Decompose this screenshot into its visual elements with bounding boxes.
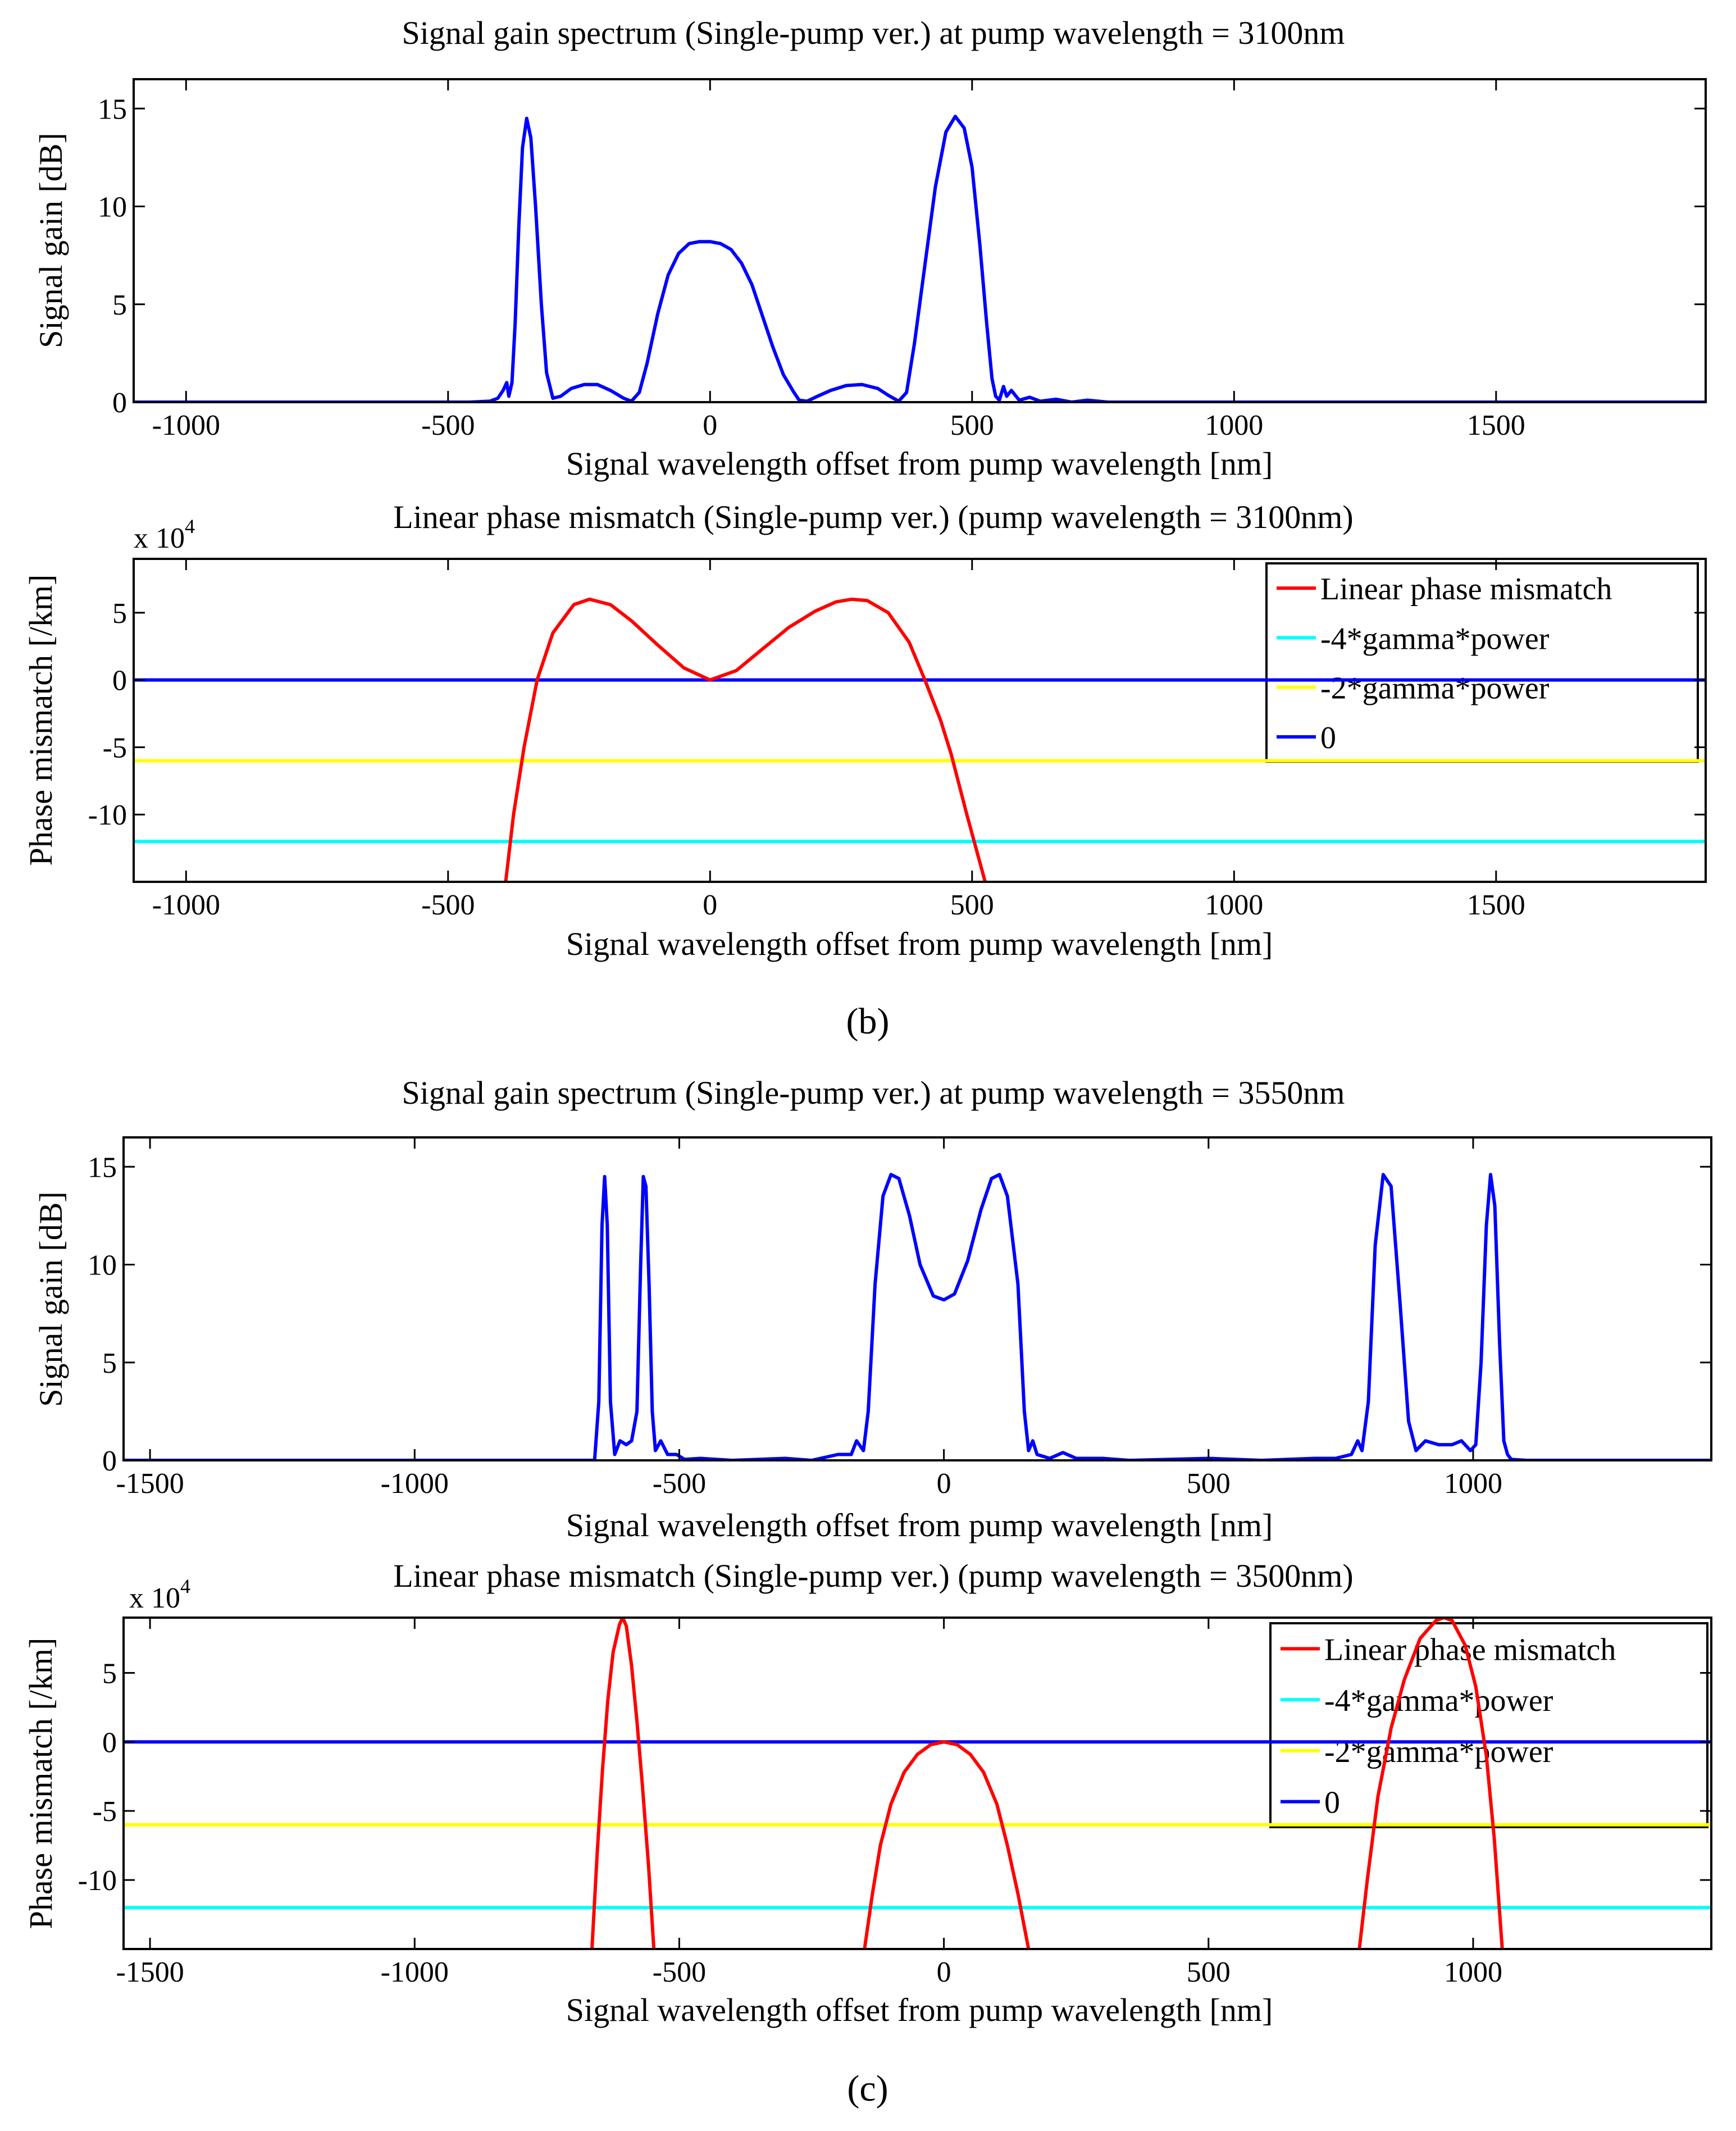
legend-label: -4*gamma*power <box>1320 621 1550 656</box>
y-tick-label: -5 <box>93 1796 117 1828</box>
chart-title: Signal gain spectrum (Single-pump ver.) … <box>402 15 1345 51</box>
chart-b-gain: Signal gain spectrum (Single-pump ver.) … <box>33 15 1707 482</box>
series-line-signal-gain <box>124 1173 1711 1460</box>
y-exponent-label: x 104 <box>134 515 195 554</box>
x-tick-label: 1000 <box>1205 889 1263 921</box>
x-axis-label: Signal wavelength offset from pump wavel… <box>566 445 1273 482</box>
x-tick-label: 500 <box>1187 1468 1231 1500</box>
x-axis-label: Signal wavelength offset from pump wavel… <box>566 1507 1273 1543</box>
x-tick-label: 500 <box>950 889 994 921</box>
chart-title: Linear phase mismatch (Single-pump ver.)… <box>393 499 1353 535</box>
legend-label: 0 <box>1320 721 1336 755</box>
x-tick-label: 1500 <box>1467 409 1525 441</box>
y-tick-label: 0 <box>102 1727 117 1759</box>
y-tick-label: -10 <box>88 799 127 831</box>
x-tick-label: 0 <box>937 1956 951 1988</box>
x-tick-label: -500 <box>653 1468 706 1500</box>
plot-area <box>134 115 1706 402</box>
x-tick-label: -1000 <box>381 1468 449 1500</box>
x-tick-label: 1000 <box>1205 409 1263 441</box>
y-tick-label: 15 <box>88 1151 117 1183</box>
y-tick-label: 15 <box>98 93 127 125</box>
x-tick-label: 1000 <box>1444 1956 1502 1988</box>
x-tick-label: 0 <box>703 409 717 441</box>
plot-area <box>124 1618 1711 1949</box>
x-tick-label: -1000 <box>152 889 220 921</box>
legend-box <box>1265 562 1699 763</box>
legend-label: Linear phase mismatch <box>1320 572 1612 607</box>
y-tick-label: -5 <box>103 732 127 764</box>
y-exponent-label: x 104 <box>129 1575 190 1614</box>
y-tick-label: 0 <box>102 1445 117 1477</box>
x-tick-label: 1500 <box>1467 889 1525 921</box>
legend: Linear phase mismatch -4*gamma*power -2*ga… <box>1265 562 1699 763</box>
x-tick-label: 500 <box>950 409 994 441</box>
series-line-linear-phase-mismatch <box>1357 1618 1504 1949</box>
y-tick-label: 5 <box>102 1347 117 1379</box>
plot-area <box>134 597 1706 882</box>
y-tick-label: 10 <box>88 1250 117 1282</box>
x-tick-label: -500 <box>653 1956 706 1988</box>
legend-label: -4*gamma*power <box>1324 1683 1553 1718</box>
y-axis-label: Phase mismatch [/km] <box>22 575 59 866</box>
caption-c: (c) <box>847 2068 888 2109</box>
chart-c-phase: Linear phase mismatch (Single-pump ver.)… <box>22 1558 1712 2028</box>
x-tick-label: 0 <box>703 889 717 921</box>
series-line-linear-phase-mismatch <box>504 597 987 882</box>
legend-label: 0 <box>1324 1786 1340 1820</box>
x-axis-label: Signal wavelength offset from pump wavel… <box>566 1992 1273 2028</box>
chart-title: Linear phase mismatch (Single-pump ver.)… <box>393 1558 1353 1594</box>
x-tick-label: -1000 <box>152 409 220 441</box>
x-tick-label: -1500 <box>116 1468 184 1500</box>
legend: Linear phase mismatch-4*gamma*power-2*ga… <box>1269 1622 1708 1828</box>
axes-frame <box>133 558 1707 883</box>
y-axis-label: Signal gain [dB] <box>33 133 69 348</box>
x-tick-label: 1000 <box>1444 1468 1502 1500</box>
caption-b: (b) <box>846 1001 890 1042</box>
x-tick-label: 0 <box>937 1468 951 1500</box>
legend-label: -2*gamma*power <box>1324 1734 1553 1769</box>
axes-frame <box>133 78 1707 403</box>
series-line-signal-gain <box>134 115 1706 402</box>
chart-c-gain: Signal gain spectrum (Single-pump ver.) … <box>33 1074 1712 1543</box>
series-line-linear-phase-mismatch <box>863 1740 1031 1949</box>
chart-title: Signal gain spectrum (Single-pump ver.) … <box>402 1074 1345 1111</box>
axes-frame <box>122 1617 1712 1950</box>
y-tick-label: -10 <box>78 1865 117 1897</box>
x-axis-label: Signal wavelength offset from pump wavel… <box>566 926 1273 962</box>
y-tick-label: 10 <box>98 192 127 224</box>
y-tick-label: 0 <box>112 387 127 419</box>
y-axis-label: Phase mismatch [/km] <box>22 1638 59 1929</box>
axes-frame <box>122 1136 1712 1461</box>
series-line-linear-phase-mismatch <box>590 1618 656 1949</box>
x-tick-label: 500 <box>1187 1956 1231 1988</box>
y-tick-label: 5 <box>102 1658 117 1690</box>
chart-b-phase: Linear phase mismatch (Single-pump ver.)… <box>22 499 1707 962</box>
x-tick-label: -500 <box>421 409 475 441</box>
x-tick-label: -500 <box>421 889 475 921</box>
y-axis-label: Signal gain [dB] <box>33 1191 69 1406</box>
legend-label: -2*gamma*power <box>1320 671 1550 706</box>
y-tick-label: 5 <box>112 289 127 321</box>
x-tick-label: -1500 <box>116 1956 184 1988</box>
plot-area <box>124 1173 1711 1460</box>
y-tick-label: 5 <box>112 598 127 630</box>
y-tick-label: 0 <box>112 665 127 697</box>
x-tick-label: -1000 <box>381 1956 449 1988</box>
